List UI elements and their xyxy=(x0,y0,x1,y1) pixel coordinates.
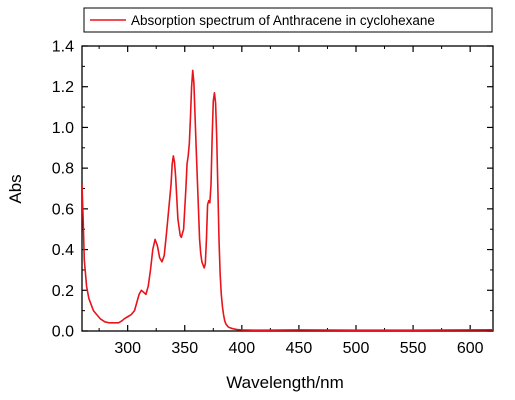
y-tick-label: 0.4 xyxy=(52,242,74,259)
y-axis-title: Abs xyxy=(6,174,25,203)
x-tick-label: 600 xyxy=(457,340,484,357)
x-tick-label: 300 xyxy=(114,340,141,357)
y-tick-label: 1.0 xyxy=(52,120,74,137)
x-tick-label: 450 xyxy=(286,340,313,357)
y-tick-label: 0.8 xyxy=(52,161,74,178)
legend: Absorption spectrum of Anthracene in cyc… xyxy=(83,7,493,33)
x-tick-label: 500 xyxy=(343,340,370,357)
x-tick-label: 350 xyxy=(171,340,198,357)
axes-layer: 300 350 400 450 500 550 600 0.0 0.2 0.4 0.6 0.8 1.0 1… xyxy=(52,39,494,357)
legend-box xyxy=(83,7,493,33)
y-tick-label: 1.2 xyxy=(52,79,74,96)
x-tick-label: 400 xyxy=(228,340,255,357)
y-tick-label: 0.2 xyxy=(52,283,74,300)
y-tick-label: 1.4 xyxy=(52,39,74,56)
y-tick-label: 0.6 xyxy=(52,201,74,218)
plot-frame xyxy=(81,45,494,332)
legend-label: Absorption spectrum of Anthracene in cyc… xyxy=(131,13,435,28)
x-tick-label: 550 xyxy=(400,340,427,357)
series-line-1 xyxy=(82,69,493,331)
series-layer xyxy=(82,69,493,331)
x-axis-title: Wavelength/nm xyxy=(226,373,343,392)
y-tick-label: 0.0 xyxy=(52,324,74,341)
